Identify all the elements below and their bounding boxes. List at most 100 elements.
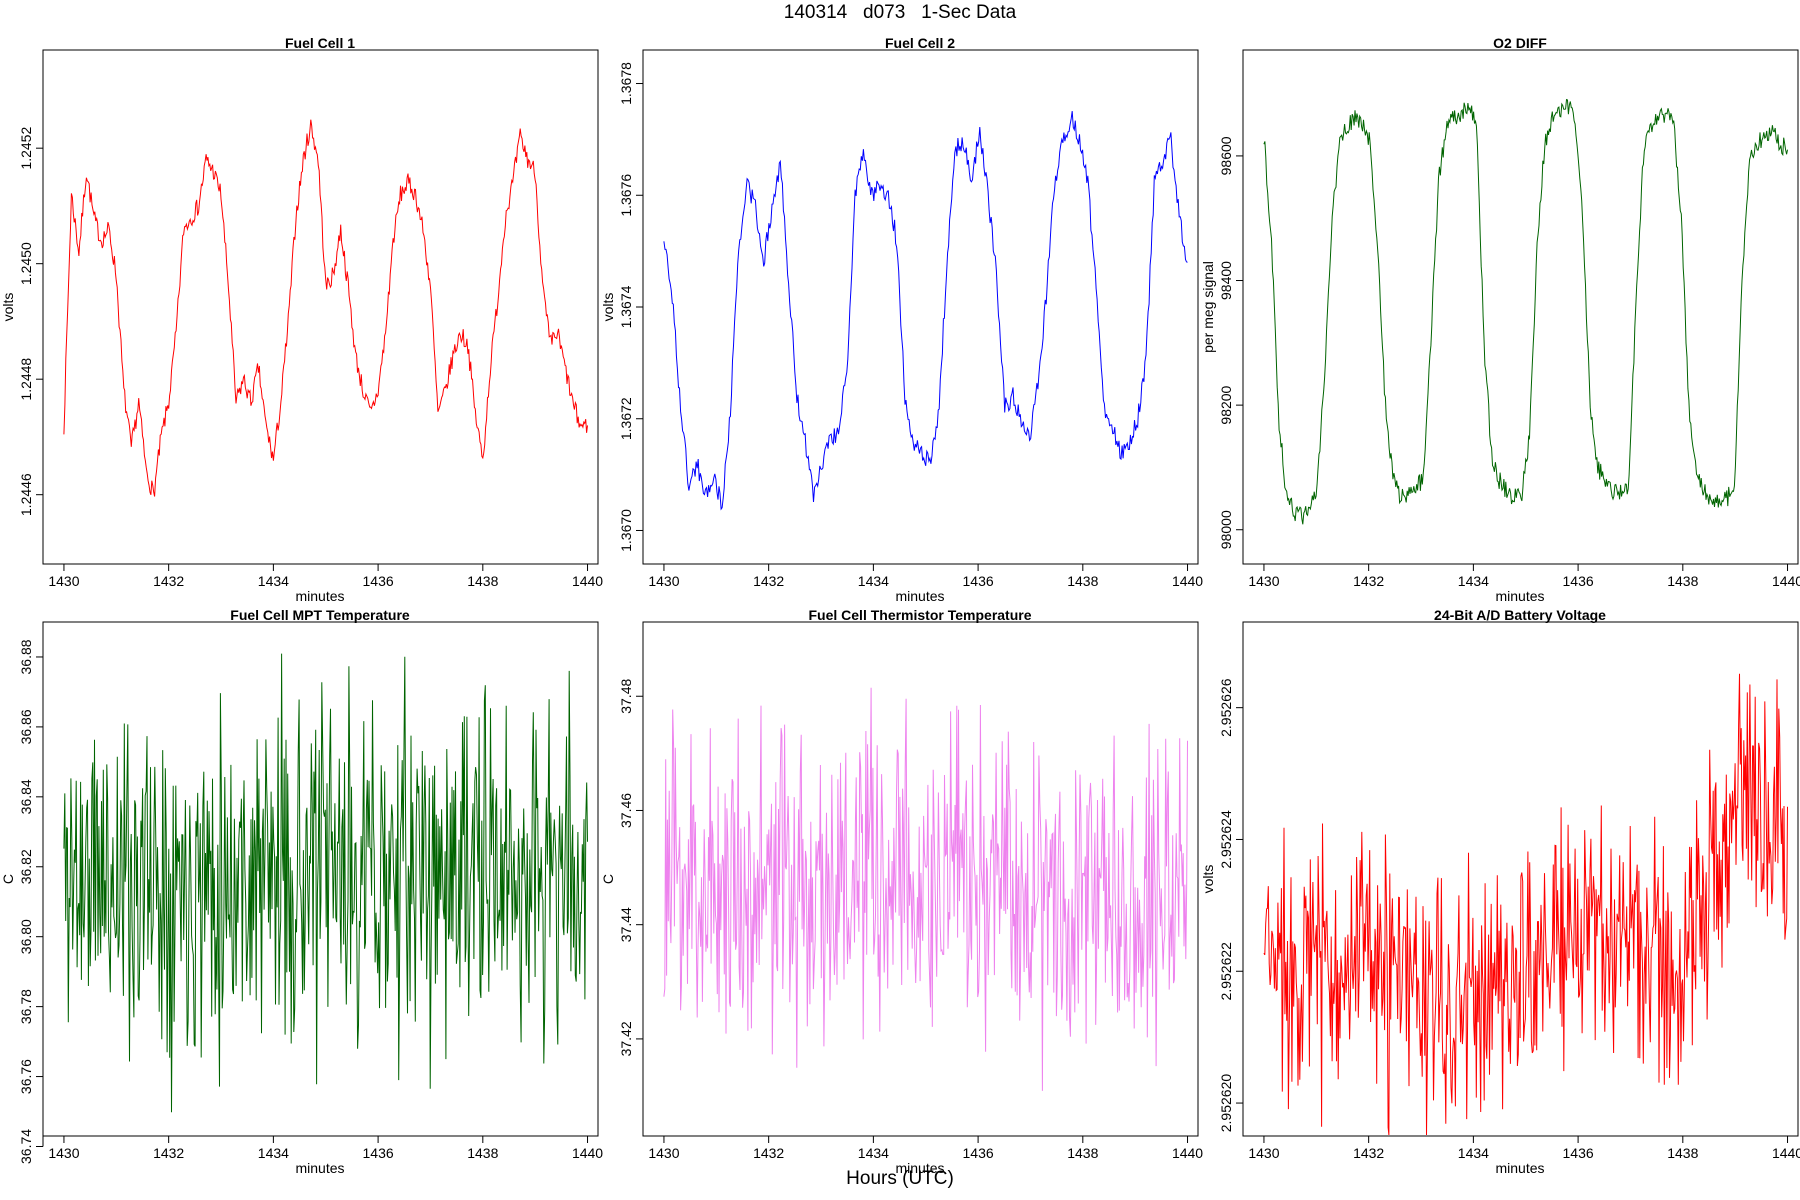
y-tick-label: 2.952622	[1218, 942, 1234, 1001]
y-tick-label: 36.80	[18, 919, 34, 954]
series-line	[663, 111, 1188, 511]
x-tick-label: 1440	[1172, 573, 1203, 589]
y-tick-label: 98000	[1218, 510, 1234, 549]
y-tick-label: 1.3670	[618, 509, 634, 552]
y-tick-label: 2.952626	[1218, 678, 1234, 737]
panel-fuel-cell-1: Fuel Cell 1 minutes volts 1430 1432 1434 14…	[0, 35, 603, 604]
plot-frame	[42, 49, 599, 565]
axis-ticks: 1430 1432 1434 1436 1438 1440 2.952620 2.952622…	[1218, 678, 1800, 1161]
y-tick-label: 1.3676	[618, 174, 634, 217]
x-tick-label: 1436	[963, 1145, 994, 1161]
y-tick-label: 36.88	[18, 639, 34, 674]
y-axis-label: C	[600, 874, 616, 884]
y-tick-label: 37.48	[618, 679, 634, 714]
x-tick-label: 1430	[1248, 573, 1279, 589]
panel-title: Fuel Cell MPT Temperature	[230, 607, 410, 623]
y-axis-label: per meg signal	[1200, 261, 1216, 353]
x-tick-label: 1430	[48, 573, 79, 589]
y-tick-label: 2.952624	[1218, 810, 1234, 869]
y-tick-label: 37.44	[618, 907, 634, 942]
x-tick-label: 1438	[467, 573, 498, 589]
x-tick-label: 1430	[48, 1145, 79, 1161]
x-tick-label: 1440	[572, 573, 603, 589]
x-tick-label: 1432	[753, 573, 784, 589]
axis-ticks: 1430 1432 1434 1436 1438 1440 98000 98200 98400 9…	[1218, 136, 1800, 589]
x-tick-label: 1436	[1563, 573, 1594, 589]
axis-ticks: 1430 1432 1434 1436 1438 1440 37.42 37.44 37.46 3…	[618, 679, 1203, 1161]
panel-o2-diff: O2 DIFF minutes per meg signal 1430 1432 1…	[1200, 35, 1800, 604]
x-tick-label: 1430	[648, 573, 679, 589]
y-tick-label: 1.3672	[618, 397, 634, 440]
x-tick-label: 1438	[467, 1145, 498, 1161]
series-line	[663, 687, 1188, 1091]
y-tick-label: 36.86	[18, 709, 34, 744]
y-tick-label: 1.3674	[618, 285, 634, 328]
panel-battery-voltage: 24-Bit A/D Battery Voltage minutes volts…	[1200, 607, 1800, 1176]
x-tick-label: 1438	[1667, 573, 1698, 589]
plot-frame	[642, 49, 1199, 565]
x-tick-label: 1434	[258, 573, 289, 589]
axis-ticks: 1430 1432 1434 1436 1438 1440 1.2446 1.2448 1.24…	[18, 127, 603, 589]
panel-fuel-cell-thermistor-temperature: Fuel Cell Thermistor Temperature minutes…	[600, 607, 1203, 1176]
x-axis-label: minutes	[295, 588, 344, 604]
series-line	[1263, 673, 1788, 1136]
x-axis-label: minutes	[1495, 1160, 1544, 1176]
y-axis-label: volts	[0, 293, 16, 322]
x-tick-label: 1436	[363, 573, 394, 589]
y-tick-label: 1.2448	[18, 358, 34, 401]
panel-title: Fuel Cell 2	[885, 35, 955, 51]
panel-fuel-cell-mpt-temperature: Fuel Cell MPT Temperature minutes C 1430…	[0, 607, 603, 1176]
overall-x-axis-label: Hours (UTC)	[846, 1168, 954, 1189]
x-tick-label: 1440	[1172, 1145, 1203, 1161]
x-axis-label: minutes	[1495, 588, 1544, 604]
x-tick-label: 1432	[1353, 1145, 1384, 1161]
panel-fuel-cell-2: Fuel Cell 2 minutes volts 1430 1432 1434 14…	[600, 35, 1203, 604]
y-tick-label: 98200	[1218, 385, 1234, 424]
series-line	[63, 119, 588, 497]
series-line	[63, 653, 588, 1113]
y-tick-label: 36.82	[18, 849, 34, 884]
y-tick-label: 37.46	[618, 793, 634, 828]
x-tick-label: 1436	[963, 573, 994, 589]
x-tick-label: 1440	[572, 1145, 603, 1161]
y-tick-label: 98400	[1218, 261, 1234, 300]
panel-title: O2 DIFF	[1493, 35, 1547, 51]
x-axis-label: minutes	[895, 588, 944, 604]
x-tick-label: 1434	[258, 1145, 289, 1161]
x-tick-label: 1434	[1458, 1145, 1489, 1161]
y-tick-label: 36.74	[18, 1129, 34, 1164]
x-tick-label: 1434	[858, 573, 889, 589]
x-tick-label: 1434	[1458, 573, 1489, 589]
y-tick-label: 98600	[1218, 136, 1234, 175]
x-tick-label: 1432	[153, 1145, 184, 1161]
x-tick-label: 1438	[1067, 573, 1098, 589]
page-title: 140314 d073 1-Sec Data	[783, 2, 1017, 23]
panel-title: 24-Bit A/D Battery Voltage	[1434, 607, 1606, 623]
x-tick-label: 1434	[858, 1145, 889, 1161]
y-axis-label: volts	[1200, 865, 1216, 894]
y-tick-label: 1.2450	[18, 242, 34, 285]
x-tick-label: 1438	[1067, 1145, 1098, 1161]
y-tick-label: 36.78	[18, 989, 34, 1024]
x-axis-label: minutes	[895, 1160, 944, 1176]
panel-title: Fuel Cell Thermistor Temperature	[808, 607, 1031, 623]
y-tick-label: 36.84	[18, 779, 34, 814]
y-tick-label: 36.76	[18, 1059, 34, 1094]
x-tick-label: 1436	[1563, 1145, 1594, 1161]
panel-title: Fuel Cell 1	[285, 35, 355, 51]
series-line	[1263, 98, 1788, 525]
y-tick-label: 1.3678	[618, 62, 634, 105]
axis-ticks: 1430 1432 1434 1436 1438 1440 36.74 36.76 36.78 3…	[18, 639, 603, 1164]
x-tick-label: 1430	[648, 1145, 679, 1161]
x-tick-label: 1436	[363, 1145, 394, 1161]
plot-frame	[1242, 49, 1799, 565]
y-tick-label: 37.42	[618, 1021, 634, 1056]
y-tick-label: 1.2446	[18, 473, 34, 516]
x-tick-label: 1432	[753, 1145, 784, 1161]
y-tick-label: 1.2452	[18, 127, 34, 170]
x-tick-label: 1432	[1353, 573, 1384, 589]
y-axis-label: C	[0, 874, 16, 884]
y-axis-label: volts	[600, 293, 616, 322]
x-tick-label: 1432	[153, 573, 184, 589]
